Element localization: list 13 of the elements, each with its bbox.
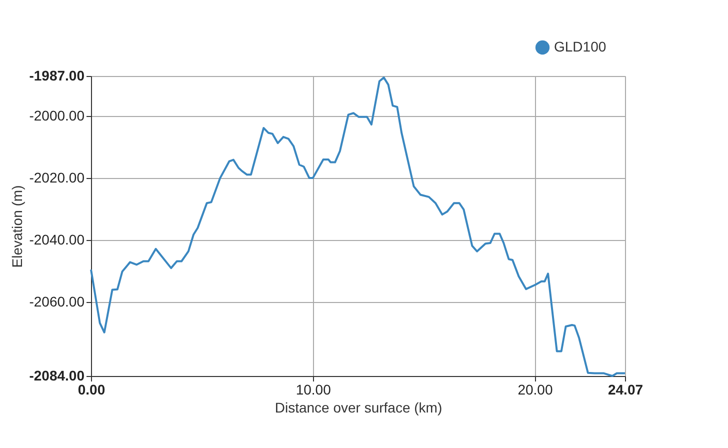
x-axis-title: Distance over surface (km) xyxy=(274,400,442,416)
x-tick-label: 10.00 xyxy=(296,382,332,398)
y-tick-label: -2020.00 xyxy=(29,170,85,186)
y-tick-label: -1987.00 xyxy=(29,68,85,84)
y-tick-label: -2040.00 xyxy=(29,231,85,248)
y-tick-label: -2000.00 xyxy=(29,108,85,124)
legend-label: GLD100 xyxy=(554,38,606,54)
y-tick-label: -2060.00 xyxy=(29,293,85,310)
y-axis-title: Elevation (m) xyxy=(9,185,26,268)
y-tick-label: -2084.00 xyxy=(29,368,85,384)
x-tick-label: 24.07 xyxy=(608,382,644,398)
x-tick-label: 20.00 xyxy=(518,382,553,398)
x-tick-label: 0.00 xyxy=(78,382,106,398)
